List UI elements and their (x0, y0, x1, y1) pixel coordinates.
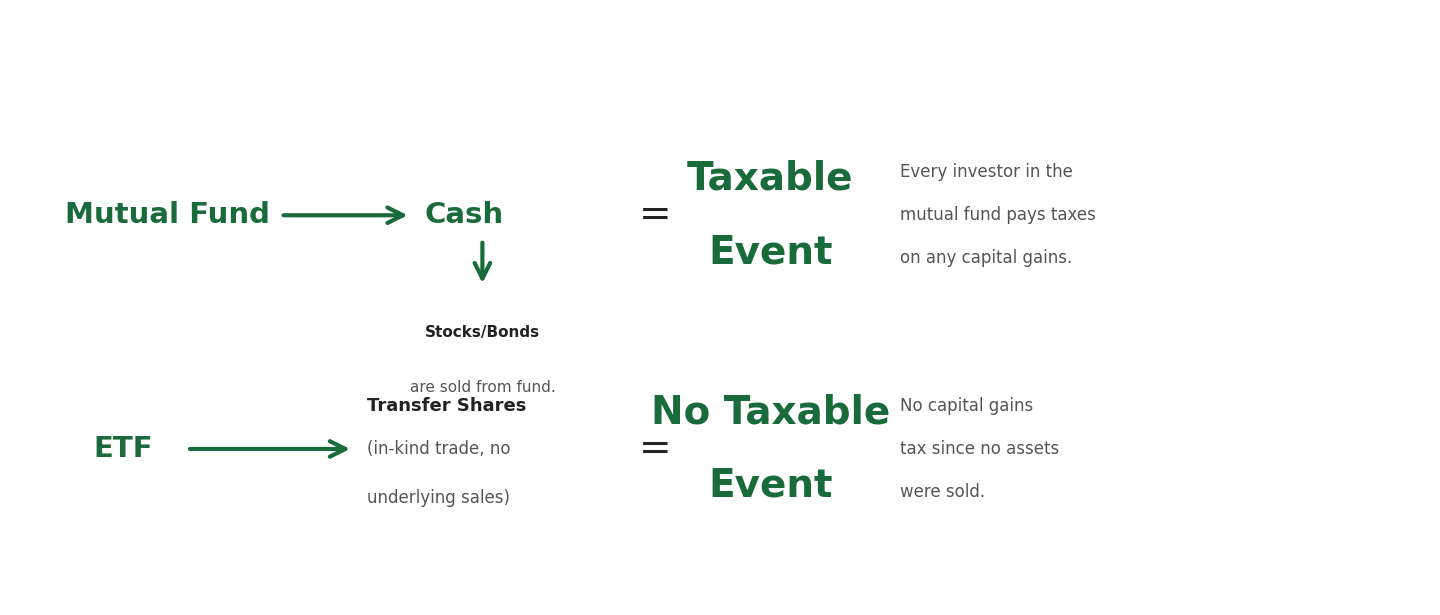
Text: ETF: ETF (94, 435, 153, 463)
Text: Event: Event (708, 233, 832, 271)
Text: Every investor in the: Every investor in the (900, 163, 1073, 181)
Text: Taxable: Taxable (687, 159, 854, 197)
Text: Mutual Fund: Mutual Fund (65, 201, 269, 229)
Text: mutual fund pays taxes: mutual fund pays taxes (900, 206, 1096, 224)
Text: Cash: Cash (425, 201, 504, 229)
Text: underlying sales): underlying sales) (367, 489, 510, 507)
Text: on any capital gains.: on any capital gains. (900, 249, 1073, 268)
Text: =: = (639, 196, 671, 234)
Text: No Taxable: No Taxable (651, 393, 890, 431)
Text: are sold from fund.: are sold from fund. (409, 380, 556, 395)
Text: tax since no assets: tax since no assets (900, 440, 1060, 458)
Text: Stocks/Bonds: Stocks/Bonds (425, 325, 540, 339)
Text: =: = (639, 430, 671, 468)
Text: (in-kind trade, no: (in-kind trade, no (367, 440, 511, 458)
Text: No capital gains: No capital gains (900, 397, 1034, 415)
Text: Event: Event (708, 467, 832, 505)
Text: were sold.: were sold. (900, 483, 985, 501)
Text: Transfer Shares: Transfer Shares (367, 397, 527, 415)
